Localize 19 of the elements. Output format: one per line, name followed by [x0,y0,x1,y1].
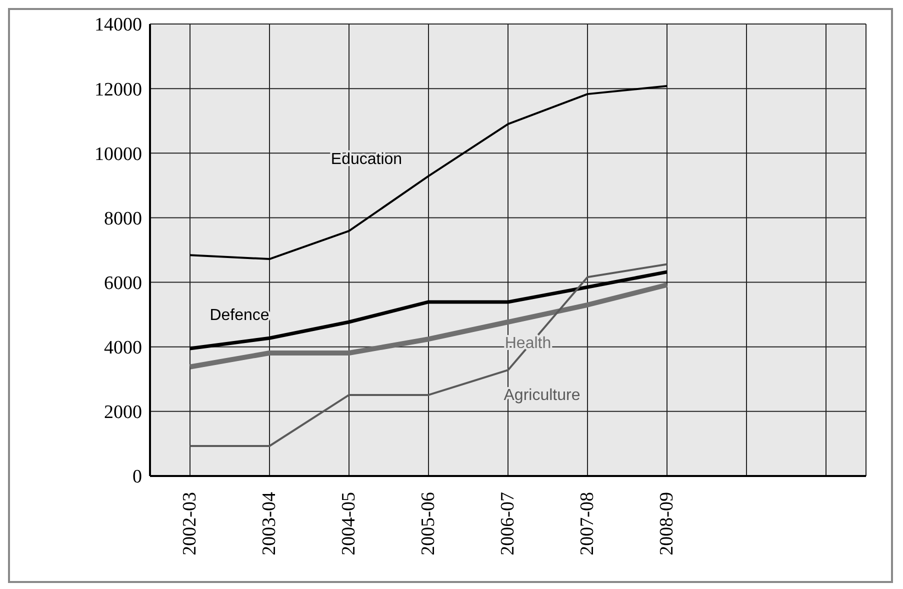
x-tick-label: 2003-04 [259,492,280,556]
y-tick-label: 14000 [94,14,142,36]
y-tick-label: 4000 [104,338,142,359]
series-label: Defence [210,307,270,324]
x-tick-label: 2006-07 [498,492,518,556]
x-tick-label: 2004-05 [338,492,360,556]
y-tick-label: 0 [132,466,142,488]
y-tick-label: 8000 [104,208,142,230]
line-series [189,84,668,260]
x-tick-label: 2007-08 [577,492,598,556]
y-tick-label: 6000 [104,273,142,294]
line-series [189,263,668,447]
y-tick-label: 2000 [104,402,142,424]
x-tick-label: 2005-06 [418,492,439,556]
x-tick-label: 2002-03 [180,492,200,556]
y-tick-label: 12000 [94,79,142,100]
line-series [188,270,669,350]
x-tick-label: 2008-09 [656,492,678,556]
y-tick-label: 10000 [94,144,142,165]
